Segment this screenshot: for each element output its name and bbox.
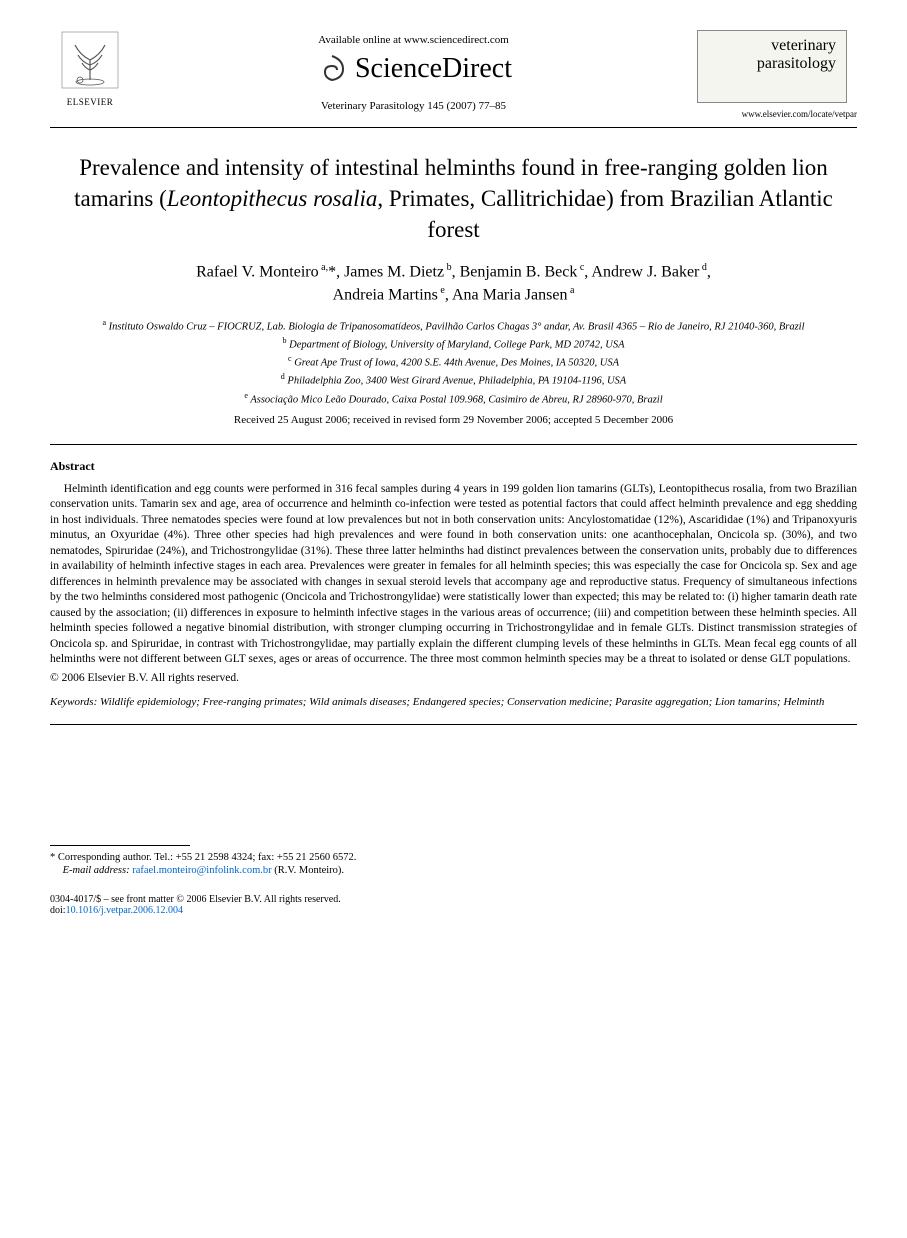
footnote-rule xyxy=(50,845,190,846)
affiliation-c: c Great Ape Trust of Iowa, 4200 S.E. 44t… xyxy=(50,353,857,371)
doi-label: doi: xyxy=(50,905,66,916)
affiliation-b: b Department of Biology, University of M… xyxy=(50,335,857,353)
doi-link[interactable]: 10.1016/j.vetpar.2006.12.004 xyxy=(66,905,184,916)
journal-url: www.elsevier.com/locate/vetpar xyxy=(697,109,857,119)
title-text: Prevalence and intensity of intestinal h… xyxy=(74,155,833,242)
email-line: E-mail address: rafael.monteiro@infolink… xyxy=(63,865,857,876)
abstract-rule-top xyxy=(50,444,857,445)
abstract-body: Helminth identification and egg counts w… xyxy=(50,482,857,668)
journal-cover-block: veterinary parasitology www.elsevier.com… xyxy=(697,30,857,119)
doi-line: doi:10.1016/j.vetpar.2006.12.004 xyxy=(50,905,857,916)
elsevier-tree-icon xyxy=(60,30,120,90)
email-label: E-mail address: xyxy=(63,865,130,876)
corresponding-author: * Corresponding author. Tel.: +55 21 259… xyxy=(50,852,857,863)
page-header: ELSEVIER Available online at www.science… xyxy=(50,30,857,119)
email-link[interactable]: rafael.monteiro@infolink.com.br xyxy=(132,865,271,876)
sciencedirect-text: ScienceDirect xyxy=(355,53,512,85)
article-dates: Received 25 August 2006; received in rev… xyxy=(50,414,857,426)
header-rule xyxy=(50,127,857,128)
affiliation-e: e Associação Mico Leão Dourado, Caixa Po… xyxy=(50,390,857,408)
email-suffix: (R.V. Monteiro). xyxy=(274,865,344,876)
journal-name-line1: veterinary xyxy=(708,37,836,55)
affiliation-a: a Instituto Oswaldo Cruz – FIOCRUZ, Lab.… xyxy=(50,317,857,335)
abstract-rule-bottom xyxy=(50,724,857,725)
journal-name-line2: parasitology xyxy=(708,55,836,73)
sciencedirect-block: Available online at www.sciencedirect.co… xyxy=(130,30,697,112)
available-online-text: Available online at www.sciencedirect.co… xyxy=(130,34,697,46)
affiliation-d: d Philadelphia Zoo, 3400 West Girard Ave… xyxy=(50,371,857,389)
page-footer: * Corresponding author. Tel.: +55 21 259… xyxy=(50,845,857,916)
keywords-label: Keywords: xyxy=(50,696,97,708)
authors-list: Rafael V. Monteiro a,*, James M. Dietz b… xyxy=(50,261,857,306)
sciencedirect-swirl-icon xyxy=(315,52,349,86)
abstract-heading: Abstract xyxy=(50,459,857,474)
elsevier-logo-block: ELSEVIER xyxy=(50,30,130,107)
elsevier-label: ELSEVIER xyxy=(50,97,130,107)
sciencedirect-logo: ScienceDirect xyxy=(130,52,697,86)
article-title: Prevalence and intensity of intestinal h… xyxy=(70,152,837,245)
keywords: Keywords: Wildlife epidemiology; Free-ra… xyxy=(50,696,857,708)
abstract-copyright: © 2006 Elsevier B.V. All rights reserved… xyxy=(50,672,857,684)
journal-reference: Veterinary Parasitology 145 (2007) 77–85 xyxy=(130,100,697,112)
affiliations: a Instituto Oswaldo Cruz – FIOCRUZ, Lab.… xyxy=(50,317,857,408)
issn-line: 0304-4017/$ – see front matter © 2006 El… xyxy=(50,894,857,905)
keywords-text: Wildlife epidemiology; Free-ranging prim… xyxy=(100,696,824,708)
